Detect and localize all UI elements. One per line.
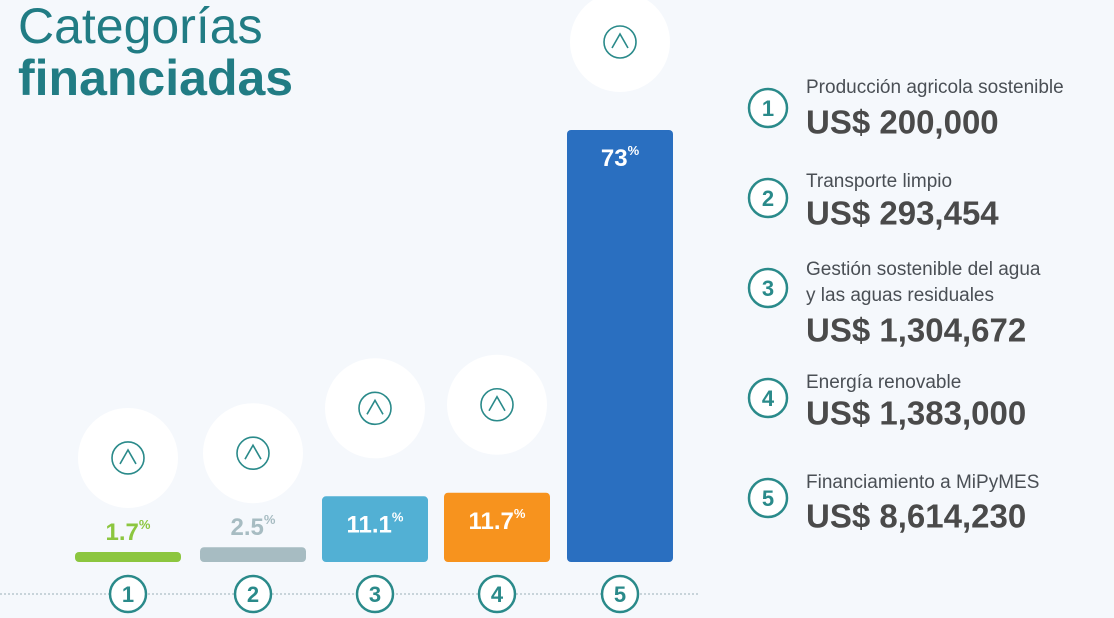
category-circle — [108, 574, 148, 614]
legend-number: 4 — [762, 386, 775, 411]
value-label: 1.7% — [106, 517, 151, 546]
icon-shape — [611, 32, 629, 49]
legend-name: Energía renovable — [806, 372, 961, 393]
category-label: 2 — [247, 582, 259, 607]
icon — [480, 387, 514, 422]
legend-circle — [747, 477, 789, 519]
legend-number: 1 — [762, 96, 774, 121]
value-label: 2.5% — [231, 513, 276, 542]
category-circle — [600, 574, 640, 614]
legend-circle — [747, 87, 789, 129]
legend-number: 2 — [762, 186, 774, 211]
legend-name: Gestión sostenible del agua — [806, 259, 1041, 280]
icon — [236, 436, 270, 471]
icon-shape — [480, 387, 514, 422]
category-label: 1 — [122, 582, 134, 607]
icon-shape — [119, 448, 137, 465]
value-label: 73% — [601, 143, 640, 172]
icon-background — [78, 407, 178, 508]
icon — [603, 25, 637, 59]
icon-shape — [366, 398, 384, 415]
chart-subtitle: financiadas — [18, 50, 293, 106]
legend-amount: US$ 1,304,672 — [806, 312, 1026, 349]
category-circle — [355, 574, 395, 614]
icon-shape — [488, 395, 506, 412]
icon-background — [203, 403, 303, 504]
category-label: 3 — [369, 582, 381, 607]
legend-amount: US$ 200,000 — [806, 104, 999, 141]
chart-title: Categorías — [18, 0, 263, 54]
icon-shape — [244, 443, 262, 460]
icon — [111, 441, 145, 475]
legend-name: Producción agricola sostenible — [806, 77, 1064, 98]
value-label: 11.1% — [347, 510, 404, 539]
legend-amount: US$ 293,454 — [806, 195, 999, 232]
legend-name: Transporte limpio — [806, 171, 952, 192]
icon-shape — [111, 441, 145, 475]
category-circle — [233, 574, 273, 614]
category-label: 4 — [491, 582, 504, 607]
category-label: 5 — [614, 582, 626, 607]
icon — [358, 391, 392, 426]
legend-amount: US$ 1,383,000 — [806, 395, 1026, 432]
legend-number: 3 — [762, 276, 774, 301]
category-circle — [477, 574, 517, 614]
icon-background — [570, 0, 670, 92]
icon-background — [447, 354, 547, 455]
icon-shape — [603, 25, 637, 59]
icon-shape — [358, 391, 392, 426]
bar — [75, 551, 181, 562]
legend-name: Financiamiento a MiPyMES — [806, 472, 1039, 493]
legend-circle — [747, 377, 789, 419]
bar — [444, 492, 550, 562]
legend-name: y las aguas residuales — [806, 285, 994, 306]
legend-circle — [747, 267, 789, 309]
icon-background — [325, 358, 425, 459]
legend-amount: US$ 8,614,230 — [806, 498, 1026, 535]
legend-number: 5 — [762, 486, 774, 511]
icon-shape — [236, 436, 270, 471]
legend-circle — [747, 177, 789, 219]
bar — [200, 547, 306, 562]
bar — [567, 130, 673, 562]
bar — [322, 496, 428, 562]
value-label: 11.7% — [469, 506, 526, 535]
